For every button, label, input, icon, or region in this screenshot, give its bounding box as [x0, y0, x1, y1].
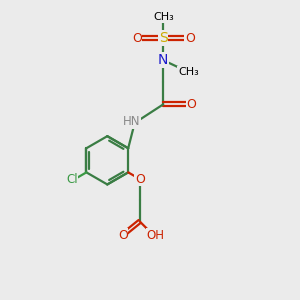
- Text: Cl: Cl: [66, 173, 78, 186]
- Text: O: O: [186, 98, 196, 111]
- Text: CH₃: CH₃: [153, 13, 174, 22]
- Text: O: O: [185, 32, 195, 45]
- Text: O: O: [132, 32, 142, 45]
- Text: HN: HN: [123, 115, 140, 128]
- Text: OH: OH: [147, 229, 165, 242]
- Text: S: S: [159, 31, 168, 45]
- Text: CH₃: CH₃: [178, 67, 199, 77]
- Text: N: N: [158, 53, 168, 67]
- Text: O: O: [118, 229, 128, 242]
- Text: O: O: [135, 172, 145, 185]
